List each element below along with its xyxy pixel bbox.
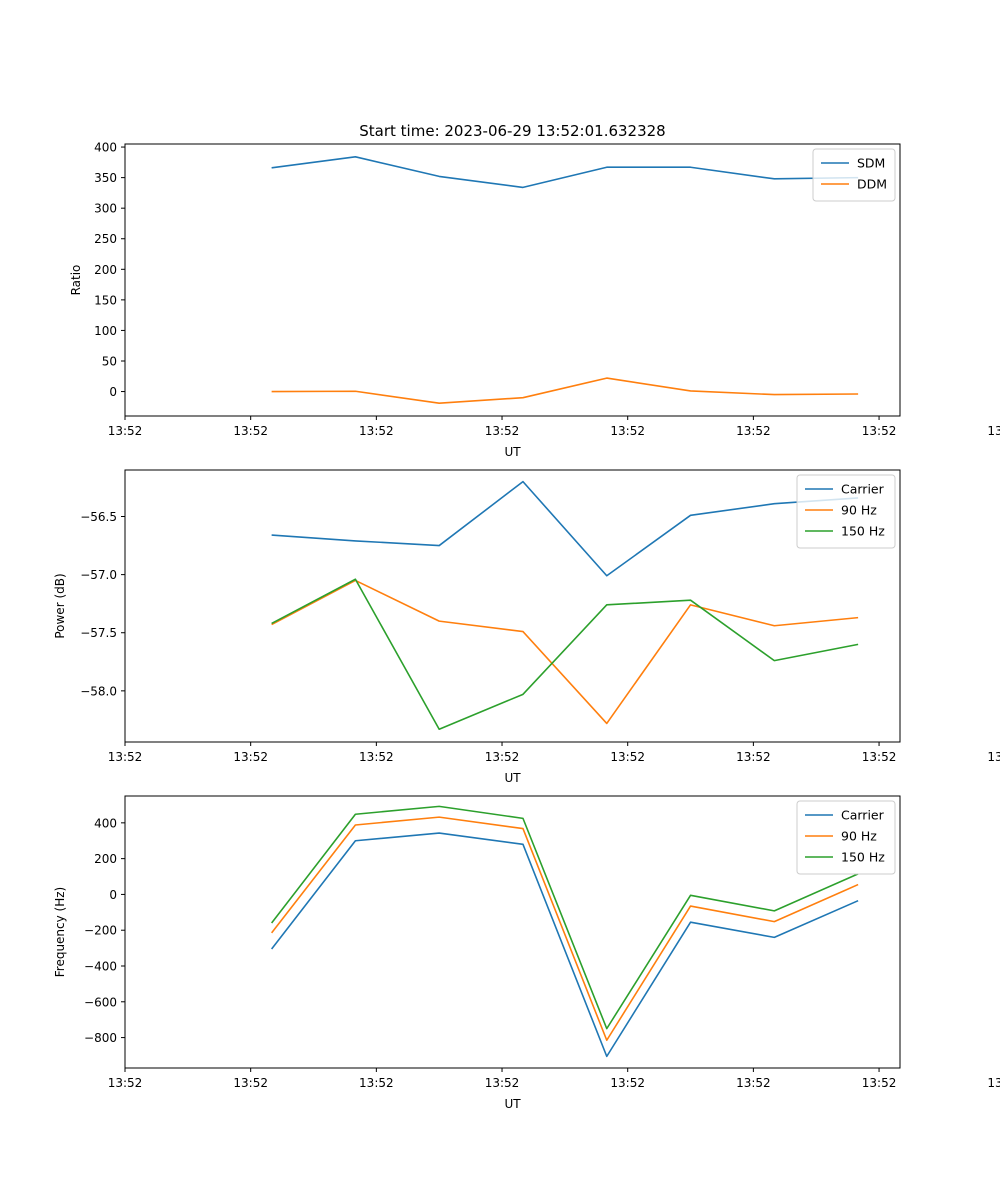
- x-tick-label: 13:52: [862, 424, 897, 438]
- x-tick-label: 13:52: [233, 424, 268, 438]
- figure-title: Start time: 2023-06-29 13:52:01.632328: [359, 122, 665, 140]
- x-tick-label: 13:52: [736, 1076, 771, 1090]
- legend-label: 150 Hz: [841, 850, 885, 865]
- x-tick-label: 13:52: [610, 750, 645, 764]
- y-axis-label: Ratio: [69, 265, 83, 296]
- y-tick-label: 0: [109, 385, 117, 399]
- x-axis-label: UT: [504, 1097, 521, 1111]
- chart-panel-3: 13:52 13:52 13:52 13:52 13:52 13:52 13:52 13:53…: [53, 795, 1000, 1111]
- x-axis-label: UT: [504, 771, 521, 785]
- legend: Carrier 90 Hz 150 Hz: [796, 474, 896, 549]
- x-tick-label: 13:52: [359, 750, 394, 764]
- legend-label: DDM: [857, 177, 887, 192]
- x-tick-label: 13:52: [485, 1076, 520, 1090]
- legend: Carrier 90 Hz 150 Hz: [796, 800, 896, 875]
- x-tick-label: 13:52: [108, 1076, 143, 1090]
- legend-label: Carrier: [841, 482, 885, 497]
- y-tick-label: 150: [94, 293, 117, 307]
- legend: SDM DDM: [812, 148, 896, 202]
- x-tick-label: 13:52: [485, 750, 520, 764]
- y-axis-label: Power (dB): [53, 573, 67, 638]
- series-line-150-hz: [270, 805, 859, 1030]
- y-tick-label: 200: [94, 852, 117, 866]
- legend-label: 150 Hz: [841, 524, 885, 539]
- y-tick-label: −57.0: [80, 568, 117, 582]
- y-tick-label: 350: [94, 171, 117, 185]
- y-tick-label: −56.5: [80, 510, 117, 524]
- series-line-carrier: [271, 480, 859, 577]
- y-tick-label: 100: [94, 324, 117, 338]
- y-tick-label: 400: [94, 141, 117, 155]
- y-tick-label: −58.0: [80, 684, 117, 698]
- series-line-150-hz: [271, 578, 859, 731]
- series-line-90-hz: [270, 816, 859, 1042]
- x-tick-label: 13:52: [610, 424, 645, 438]
- y-tick-label: 400: [94, 816, 117, 830]
- x-tick-label: 13:52: [108, 424, 143, 438]
- plot-frame: [124, 469, 901, 743]
- x-tick-label: 13:53: [987, 424, 1000, 438]
- x-tick-label: 13:53: [987, 750, 1000, 764]
- series-line-sdm: [271, 156, 859, 189]
- x-axis-label: UT: [504, 445, 521, 459]
- y-tick-label: −57.5: [80, 626, 117, 640]
- series-line-ddm: [271, 377, 859, 404]
- x-tick-label: 13:52: [736, 750, 771, 764]
- x-tick-label: 13:52: [862, 750, 897, 764]
- y-tick-label: −400: [84, 960, 117, 974]
- legend-box: [796, 800, 896, 875]
- chart-panel-2: 13:52 13:52 13:52 13:52 13:52 13:52 13:52 13:53…: [53, 469, 1000, 785]
- chart-panels: 13:52 13:52 13:52 13:52 13:52 13:52 13:52 13:53…: [53, 141, 1000, 1111]
- legend-box: [796, 474, 896, 549]
- y-tick-label: 200: [94, 263, 117, 277]
- y-tick-label: −800: [84, 1031, 117, 1045]
- x-tick-label: 13:52: [233, 750, 268, 764]
- legend-box: [812, 148, 896, 202]
- legend-label: SDM: [857, 156, 885, 171]
- plot-frame: [124, 143, 901, 417]
- x-tick-label: 13:52: [485, 424, 520, 438]
- legend-label: 90 Hz: [841, 503, 877, 518]
- y-tick-label: 250: [94, 232, 117, 246]
- y-tick-label: 50: [102, 354, 117, 368]
- x-tick-label: 13:52: [233, 1076, 268, 1090]
- x-tick-label: 13:52: [359, 1076, 394, 1090]
- chart-panel-1: 13:52 13:52 13:52 13:52 13:52 13:52 13:52 13:53…: [69, 141, 1000, 459]
- x-tick-label: 13:52: [736, 424, 771, 438]
- legend-label: 90 Hz: [841, 829, 877, 844]
- x-tick-label: 13:52: [610, 1076, 645, 1090]
- series-line-carrier: [270, 832, 859, 1058]
- x-tick-label: 13:52: [359, 424, 394, 438]
- legend-label: Carrier: [841, 808, 885, 823]
- x-tick-label: 13:52: [862, 1076, 897, 1090]
- y-axis-label: Frequency (Hz): [53, 887, 67, 978]
- x-tick-label: 13:52: [108, 750, 143, 764]
- y-tick-label: −600: [84, 995, 117, 1009]
- x-tick-label: 13:53: [987, 1076, 1000, 1090]
- plot-frame: [124, 795, 901, 1069]
- y-tick-label: 0: [109, 888, 117, 902]
- y-tick-label: 300: [94, 202, 117, 216]
- y-tick-label: −200: [84, 924, 117, 938]
- series-line-90-hz: [271, 579, 859, 725]
